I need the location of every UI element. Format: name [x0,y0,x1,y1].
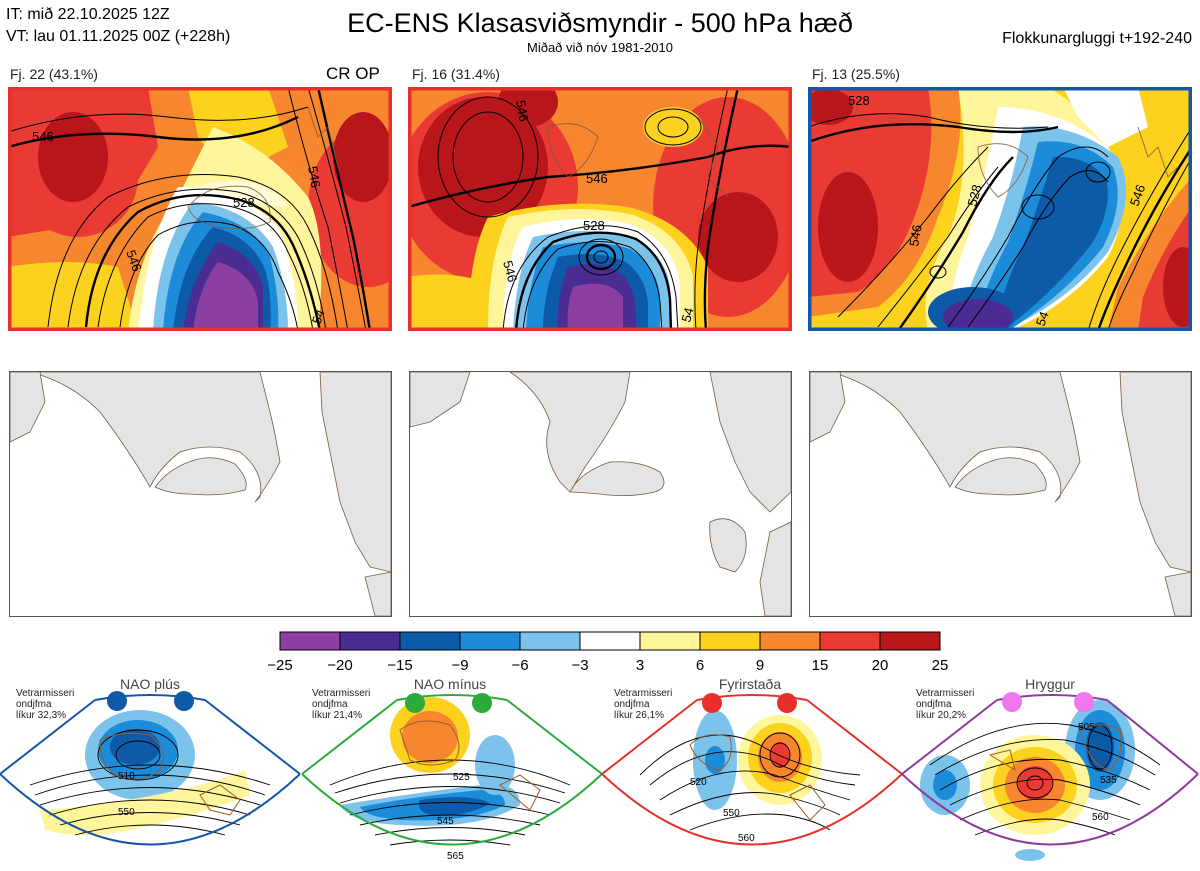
colorbar-swatch [759,631,821,651]
empty-map-1 [9,371,392,617]
colorbar-swatch [279,631,341,651]
colorbar-tick-label: 3 [636,657,644,674]
regime-maps: 510 550 525 545 565 [0,691,1200,862]
ridge-dot-right [1074,692,1094,712]
colorbar-swatch [879,631,941,651]
colorbar-tick-label: −25 [267,657,292,674]
colorbar-swatches [279,631,941,651]
colorbar-tick-label: 25 [932,657,949,674]
svg-text:546: 546 [123,248,145,274]
ridge-dot-left [1002,692,1022,712]
valid-time: VT: lau 01.11.2025 00Z (+228h) [6,28,231,45]
ridge-contour-1: 505 [1078,722,1095,733]
svg-text:546: 546 [906,224,925,248]
regime-blocking: 520 550 560 [601,693,903,846]
colorbar-tick-label: 20 [872,657,889,674]
svg-text:528: 528 [964,183,984,208]
regime-nao-minus: 525 545 565 [301,693,603,862]
nao-plus-dot-right [174,691,194,711]
svg-text:546: 546 [513,99,532,123]
cluster-1-label: Fj. 22 (43.1%) [10,66,98,82]
blocking-contour-1: 520 [690,777,707,788]
svg-text:528: 528 [583,218,605,233]
regime-1-title: NAO plús [120,676,180,692]
regime-2-title: NAO mínus [413,676,487,692]
classification-window: Flokkunargluggi t+192-240 [1002,30,1192,47]
colorbar-swatch [519,631,581,651]
svg-text:546: 546 [1127,183,1149,209]
ridge-contour-2: 535 [1100,775,1117,786]
blocking-contour-2: 550 [723,808,740,819]
nao-minus-dot-right [472,693,492,713]
colorbar-tick-label: 9 [756,657,764,674]
regime-3-title: Fyrirstaða [718,676,782,692]
page-title: EC-ENS Klasasviðsmyndir - 500 hPa hæð [347,8,853,38]
nao-plus-contour-1: 510 [118,771,135,782]
colorbar-swatch [459,631,521,651]
nao-minus-dot-left [405,693,425,713]
svg-text:546: 546 [586,171,608,186]
colorbar-swatch [579,631,641,651]
colorbar-tick-label: −9 [451,657,468,674]
blocking-contour-3: 560 [738,833,755,844]
regime-2-note: Vetrarmisseri ondjfma líkur 21,4% [312,688,371,721]
colorbar: −25 −20 −15 −9 −6 −3 3 6 9 15 20 25 [267,631,948,674]
colorbar-ticks: −25 −20 −15 −9 −6 −3 3 6 9 15 20 25 [267,657,948,674]
regime-nao-plus: 510 550 [0,691,301,846]
blocking-dot-right [777,693,797,713]
nao-minus-contour-1: 525 [453,772,470,783]
cluster-3-label: Fj. 13 (25.5%) [812,66,900,82]
svg-text:528: 528 [233,195,255,210]
ridge-contour-3: 560 [1092,812,1109,823]
regime-4-note: Vetrarmisseri ondjfma líkur 20,2% [916,688,975,721]
svg-text:546: 546 [32,129,54,144]
cluster-3-map: 528 528 546 546 54 [808,87,1192,331]
cluster-1-tag: CR OP [326,64,380,83]
empty-map-2 [409,371,792,617]
cluster-1-map: 546 528 546 546 54 [8,87,392,331]
regime-3-note: Vetrarmisseri ondjfma líkur 26,1% [614,688,673,721]
colorbar-tick-label: −15 [387,657,412,674]
colorbar-swatch [399,631,461,651]
empty-map-3 [809,371,1192,617]
colorbar-tick-label: −20 [327,657,352,674]
svg-text:546: 546 [305,165,324,189]
regime-ridge: 505 535 560 [901,692,1200,861]
nao-minus-contour-3: 565 [447,851,464,862]
regime-1-note: Vetrarmisseri ondjfma líkur 32,3% [16,688,75,721]
svg-text:546: 546 [500,259,520,284]
svg-text:528: 528 [848,93,870,108]
page-subtitle: Miðað við nóv 1981-2010 [527,40,673,55]
colorbar-tick-label: −6 [511,657,528,674]
colorbar-swatch [639,631,701,651]
colorbar-swatch [699,631,761,651]
cluster-2-label: Fj. 16 (31.4%) [412,66,500,82]
svg-text:54: 54 [1033,309,1052,328]
nao-plus-dot-left [107,691,127,711]
svg-text:54: 54 [678,306,696,324]
svg-text:54: 54 [309,307,328,326]
colorbar-swatch [819,631,881,651]
blocking-dot-left [702,693,722,713]
colorbar-swatch [339,631,401,651]
init-time: IT: mið 22.10.2025 12Z [6,6,170,23]
cluster-2-map: 546 528 546 546 54 [408,87,792,331]
nao-plus-contour-2: 550 [118,807,135,818]
colorbar-tick-label: 6 [696,657,704,674]
colorbar-tick-label: 15 [812,657,829,674]
regime-4-title: Hryggur [1025,676,1075,692]
header-times: IT: mið 22.10.2025 12Z VT: lau 01.11.202… [6,4,230,48]
nao-minus-contour-2: 545 [437,816,454,827]
colorbar-tick-label: −3 [571,657,588,674]
